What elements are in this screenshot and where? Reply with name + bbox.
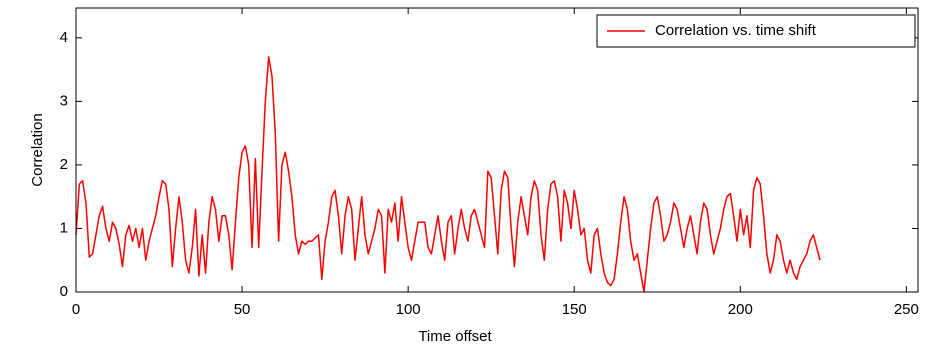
x-tick-label: 0 [72, 301, 80, 318]
x-tick-label: 150 [562, 301, 587, 318]
y-axis-label: Correlation [29, 113, 46, 186]
y-tick-label: 2 [60, 156, 68, 173]
x-tick-label: 250 [894, 301, 919, 318]
legend-box [596, 14, 916, 48]
x-tick-label: 100 [396, 301, 421, 318]
x-tick-label: 50 [234, 301, 251, 318]
x-tick-label: 200 [728, 301, 753, 318]
y-tick-label: 3 [60, 92, 68, 109]
y-tick-label: 0 [60, 283, 68, 300]
y-tick-label: 1 [60, 219, 68, 236]
x-axis-label: Time offset [418, 328, 492, 345]
y-tick-label: 4 [60, 29, 68, 46]
legend-label: Correlation vs. time shift [655, 22, 817, 39]
data-line [75, 56, 821, 293]
plot-frame [75, 7, 919, 293]
